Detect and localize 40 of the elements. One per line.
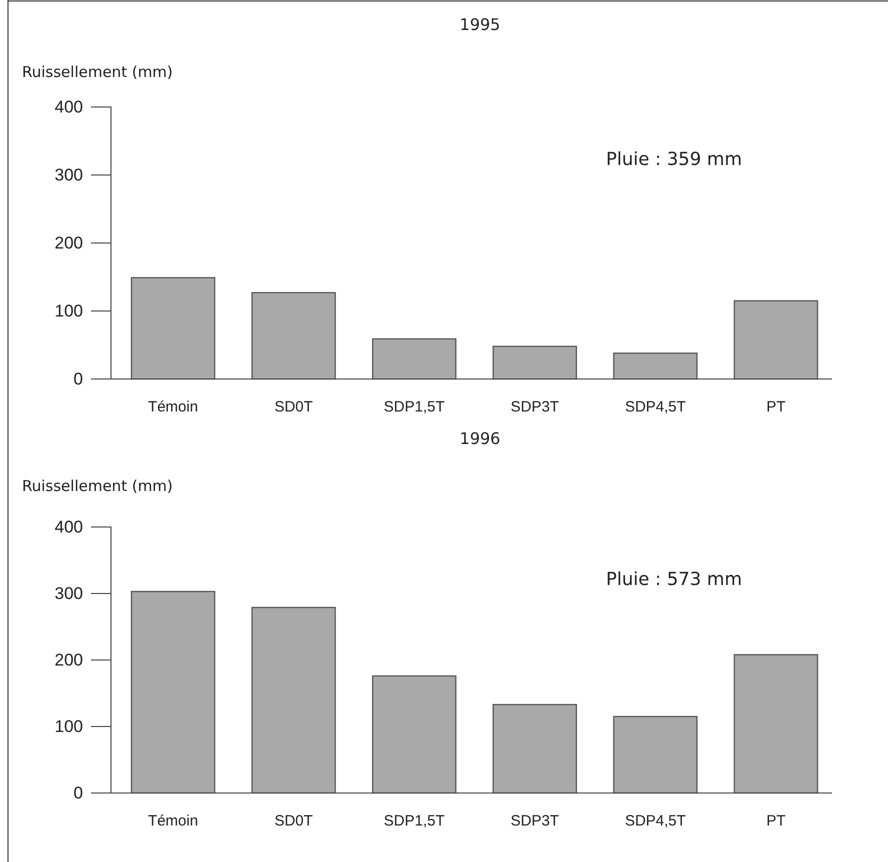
x-tick-label: PT: [766, 812, 786, 830]
y-tick-label: 400: [54, 517, 83, 536]
bar: [372, 338, 456, 380]
bar: [492, 704, 577, 794]
bar: [251, 292, 336, 380]
bar: [734, 654, 818, 794]
bar: [130, 590, 216, 794]
y-tick-label: 200: [54, 650, 83, 670]
x-tick-label: SDP4,5T: [624, 398, 686, 416]
bar: [130, 277, 216, 380]
x-tick-label: SDP3T: [510, 812, 559, 830]
y-axis-title: Ruissellement (mm): [22, 63, 173, 81]
y-axis-title: Ruissellement (mm): [22, 477, 173, 495]
annotation: Pluie : 359 mm: [606, 149, 742, 170]
x-tick-label: Témoin: [148, 398, 198, 416]
bar: [492, 346, 577, 380]
chart-title: 1995: [460, 15, 500, 34]
y-tick-label: 0: [74, 369, 83, 388]
x-tick-label: SDP1,5T: [384, 812, 445, 830]
y-tick-label: 300: [54, 165, 83, 184]
x-tick-label: Témoin: [148, 812, 198, 830]
x-tick-label: SD0T: [274, 398, 313, 416]
y-tick-label: 0: [74, 783, 83, 802]
x-tick-label: SDP3T: [510, 398, 559, 416]
y-tick-label: 300: [54, 584, 83, 603]
x-tick-label: SD0T: [274, 812, 313, 830]
chart-title: 1996: [460, 429, 500, 448]
x-tick-label: SDP4,5T: [624, 812, 686, 830]
bar: [251, 606, 336, 794]
y-tick-label: 100: [54, 716, 83, 736]
bar: [613, 716, 698, 794]
bar: [613, 352, 698, 380]
bar: [734, 300, 818, 380]
x-tick-label: SDP1,5T: [384, 398, 445, 416]
y-tick-label: 400: [54, 97, 83, 116]
x-tick-label: PT: [766, 398, 786, 416]
annotation: Pluie : 573 mm: [606, 569, 742, 590]
bar: [372, 675, 456, 794]
y-tick-label: 100: [54, 301, 83, 320]
y-tick-label: 200: [54, 233, 83, 252]
